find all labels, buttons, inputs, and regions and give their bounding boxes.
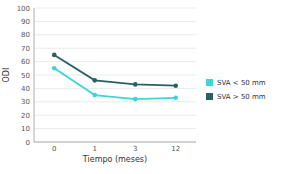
y-tick-label: 50: [21, 72, 30, 80]
y-tick-label: 100: [17, 5, 30, 13]
y-axis-line: [34, 8, 35, 142]
chart-container: 0 10 20 30 40 50 60 70 80 90 100 0 1 3 12 Tiempo (meses…: [0, 0, 300, 174]
series-point: [52, 66, 57, 71]
grid-line: [34, 61, 196, 62]
x-tick-label: 0: [52, 145, 56, 153]
y-tick-label: 20: [21, 112, 30, 120]
series-point: [133, 97, 138, 102]
y-tick-label: 10: [21, 125, 30, 133]
series-point: [133, 82, 138, 87]
y-tick-label: 70: [21, 45, 30, 53]
series-point: [92, 78, 97, 83]
legend-label: SVA < 50 mm: [217, 79, 266, 87]
grid-line: [34, 34, 196, 35]
series-point: [52, 53, 57, 58]
grid-line: [34, 21, 196, 22]
series-line: [54, 55, 176, 86]
x-axis-line: [34, 142, 196, 143]
legend-swatch: [206, 79, 213, 86]
legend: SVA < 50 mm SVA > 50 mm: [206, 79, 266, 101]
y-tick-label: 80: [21, 31, 30, 39]
grid-line: [34, 101, 196, 102]
grid-line: [34, 142, 196, 143]
series-line: [54, 68, 176, 99]
legend-swatch: [206, 93, 213, 100]
grid-line: [34, 75, 196, 76]
y-tick-label: 60: [21, 58, 30, 66]
chart: 0 10 20 30 40 50 60 70 80 90 100 0 1 3 12 Tiempo (meses…: [0, 0, 300, 174]
grid-line: [34, 48, 196, 49]
x-tick-label: 12: [171, 145, 180, 153]
x-tick-label: 3: [133, 145, 137, 153]
x-tick-label: 1: [93, 145, 97, 153]
x-axis-label: Tiempo (meses): [82, 155, 147, 164]
series-point: [173, 83, 178, 88]
legend-label: SVA > 50 mm: [217, 93, 266, 101]
grid-line: [34, 128, 196, 129]
y-tick-label: 40: [21, 85, 30, 93]
y-tick-label: 90: [21, 18, 30, 26]
y-tick-label: 30: [21, 98, 30, 106]
y-tick-label: 0: [26, 139, 30, 147]
y-axis-label: ODI: [2, 68, 11, 83]
series-point: [173, 95, 178, 100]
series-point: [92, 93, 97, 98]
grid-line: [34, 8, 196, 9]
plot-area: [52, 53, 178, 102]
grid: [34, 8, 196, 142]
grid-line: [34, 88, 196, 89]
grid-line: [34, 115, 196, 116]
